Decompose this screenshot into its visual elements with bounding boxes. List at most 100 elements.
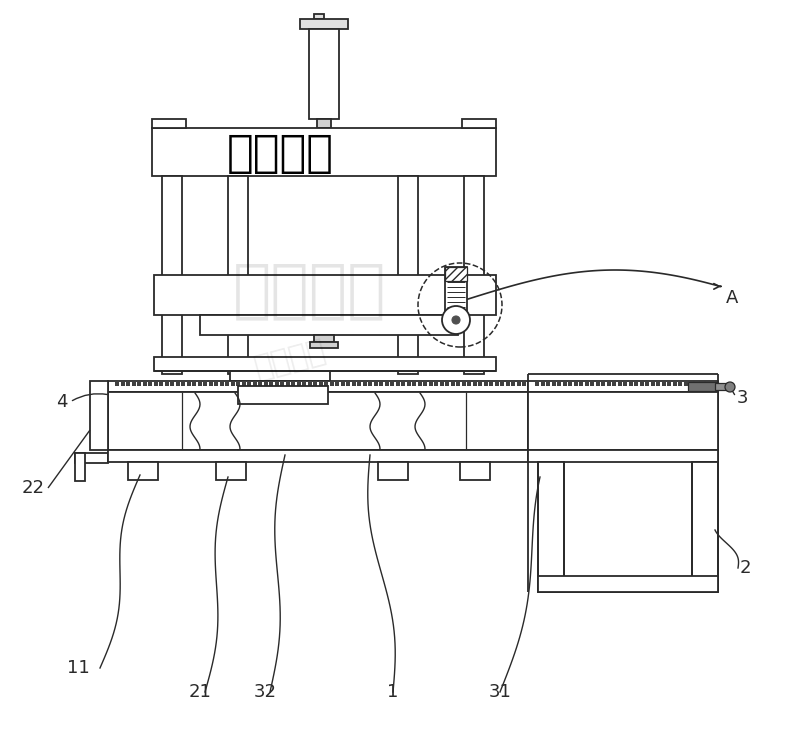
Bar <box>711 381 715 386</box>
Bar <box>445 267 467 281</box>
Bar <box>650 381 654 386</box>
Bar <box>473 381 477 386</box>
Bar <box>192 381 196 386</box>
Text: 32: 32 <box>254 683 277 701</box>
Bar <box>385 381 389 386</box>
Bar <box>390 381 394 386</box>
Bar <box>175 381 179 386</box>
Bar <box>494 381 498 386</box>
Circle shape <box>442 306 470 334</box>
Bar <box>673 381 677 386</box>
Bar <box>700 381 704 386</box>
Bar <box>456 381 460 386</box>
Bar <box>214 381 218 386</box>
Bar <box>216 462 246 480</box>
Bar <box>330 381 334 386</box>
Bar <box>689 381 693 386</box>
Bar <box>238 386 328 404</box>
Bar <box>165 381 169 386</box>
Bar <box>418 381 422 386</box>
Bar <box>209 381 213 386</box>
Bar <box>314 14 324 19</box>
Bar <box>280 381 284 386</box>
Bar <box>121 381 125 386</box>
Bar <box>379 381 383 386</box>
Bar <box>595 381 599 386</box>
Bar <box>362 381 366 386</box>
Bar <box>230 371 330 381</box>
Bar <box>131 381 135 386</box>
Bar <box>528 392 718 450</box>
Bar <box>574 381 578 386</box>
Bar <box>478 381 482 386</box>
Bar <box>219 381 223 386</box>
Text: A: A <box>726 289 738 307</box>
Bar <box>162 176 182 374</box>
Bar <box>546 381 550 386</box>
Bar <box>351 381 355 386</box>
Bar <box>324 381 328 386</box>
Bar <box>269 381 273 386</box>
Text: 沃達重工: 沃達重工 <box>234 259 386 321</box>
Text: 21: 21 <box>189 683 211 701</box>
Bar <box>678 381 682 386</box>
Bar <box>506 381 510 386</box>
Bar <box>538 462 564 592</box>
Bar <box>335 381 339 386</box>
Bar <box>434 381 438 386</box>
Bar <box>528 450 718 462</box>
Circle shape <box>452 316 460 324</box>
Bar <box>154 357 496 371</box>
Bar <box>629 381 633 386</box>
Bar <box>412 381 416 386</box>
Bar <box>692 462 718 592</box>
Text: 22: 22 <box>22 479 45 497</box>
Bar <box>154 381 158 386</box>
Bar <box>601 381 605 386</box>
Bar <box>115 381 119 386</box>
Bar <box>606 381 610 386</box>
Bar <box>198 381 202 386</box>
Bar <box>186 381 190 386</box>
Bar <box>108 381 528 392</box>
Text: 沃達重工: 沃達重工 <box>226 132 334 175</box>
Bar <box>460 462 490 480</box>
Bar <box>313 381 317 386</box>
Bar <box>467 381 471 386</box>
Bar <box>225 381 229 386</box>
Bar <box>374 381 378 386</box>
Bar <box>75 453 108 463</box>
Bar <box>706 381 710 386</box>
Bar <box>181 381 185 386</box>
Bar <box>242 381 246 386</box>
Circle shape <box>725 382 735 392</box>
Text: 2: 2 <box>740 559 751 577</box>
Bar <box>368 381 372 386</box>
Text: 4: 4 <box>57 393 68 411</box>
Bar <box>423 381 427 386</box>
Bar <box>314 335 334 342</box>
Bar <box>401 381 405 386</box>
Bar <box>258 381 262 386</box>
Bar <box>286 381 290 386</box>
Bar <box>152 128 496 176</box>
Bar <box>406 381 410 386</box>
Bar <box>170 381 174 386</box>
Bar <box>612 381 616 386</box>
Bar <box>715 383 730 390</box>
Bar <box>154 275 496 315</box>
Bar <box>462 119 496 128</box>
Bar <box>450 381 454 386</box>
Bar <box>538 576 718 592</box>
Bar <box>302 381 306 386</box>
Bar <box>517 381 521 386</box>
Bar <box>551 381 555 386</box>
Bar <box>230 381 234 386</box>
Bar <box>462 381 466 386</box>
Text: 3: 3 <box>737 389 749 407</box>
Bar <box>357 381 361 386</box>
Bar <box>263 381 267 386</box>
Bar <box>318 381 322 386</box>
Bar <box>126 381 130 386</box>
Bar <box>159 381 163 386</box>
